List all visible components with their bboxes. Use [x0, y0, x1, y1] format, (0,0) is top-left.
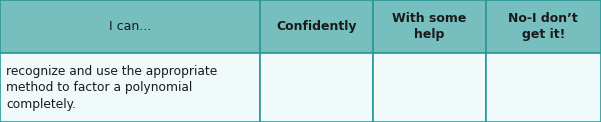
Bar: [486, 0, 601, 53]
Bar: [0, 0, 260, 53]
Bar: [0, 53, 260, 122]
Text: I can...: I can...: [109, 20, 151, 33]
Text: recognize and use the appropriate
method to factor a polynomial
completely.: recognize and use the appropriate method…: [6, 65, 217, 111]
Bar: [486, 53, 601, 122]
Text: No-I don’t
get it!: No-I don’t get it!: [508, 12, 578, 41]
Bar: [373, 53, 486, 122]
Bar: [260, 0, 373, 53]
Bar: [260, 53, 373, 122]
Text: With some
help: With some help: [392, 12, 466, 41]
Text: Confidently: Confidently: [276, 20, 356, 33]
Bar: [373, 0, 486, 53]
